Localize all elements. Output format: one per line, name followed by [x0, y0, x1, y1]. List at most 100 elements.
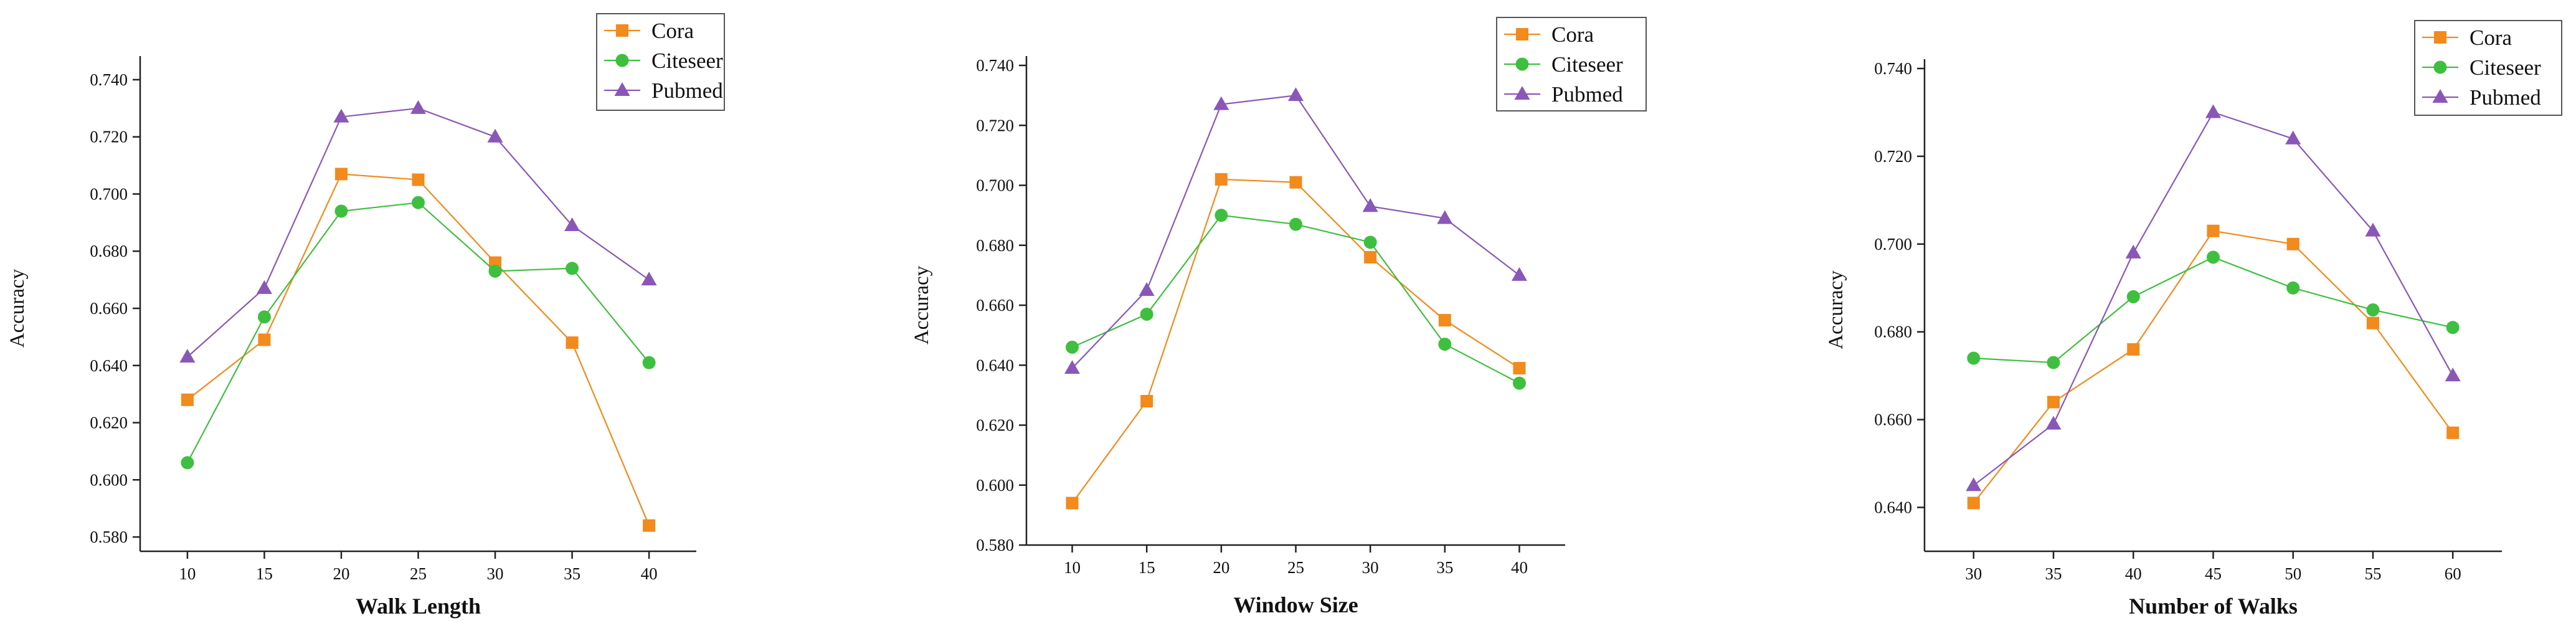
x-tick-label: 25 — [410, 564, 427, 583]
data-point-citeseer — [1967, 351, 1981, 365]
data-point-pubmed — [410, 100, 426, 114]
x-tick-label: 10 — [1064, 558, 1081, 577]
x-tick-label: 40 — [1511, 558, 1528, 577]
data-point-pubmed — [2205, 104, 2221, 118]
x-tick-label: 35 — [1436, 558, 1453, 577]
legend: Cora Citeseer Pubmed — [2414, 20, 2562, 116]
chart-panel-3: 0.640 0.660 0.680 0.700 0.720 0.740 30 35 40 45 50… — [1825, 20, 2562, 619]
data-point-cora — [1140, 395, 1153, 407]
series-line-citeseer — [1072, 214, 1520, 384]
data-point-citeseer — [2446, 321, 2460, 335]
data-point-citeseer — [642, 356, 656, 369]
legend-label-pubmed: Pubmed — [1551, 82, 1623, 107]
y-tick-label: 0.640 — [1874, 498, 1912, 517]
x-axis-title: Walk Length — [356, 594, 481, 619]
data-point-citeseer — [1363, 235, 1377, 249]
legend-label-pubmed: Pubmed — [651, 78, 723, 103]
series-line-cora — [1972, 230, 2454, 504]
data-point-citeseer — [412, 196, 425, 209]
data-point-citeseer — [488, 264, 502, 278]
data-point-cora — [643, 519, 656, 532]
series-line-pubmed — [1071, 94, 1520, 369]
series-line-citeseer — [186, 202, 650, 463]
x-axis-title: Number of Walks — [2129, 594, 2298, 619]
y-tick-label: 0.680 — [976, 236, 1014, 255]
y-tick-label: 0.700 — [1874, 235, 1912, 254]
data-point-cora — [2127, 343, 2140, 356]
x-tick-label: 10 — [179, 564, 196, 583]
legend-label-pubmed: Pubmed — [2469, 85, 2541, 110]
legend-label-cora: Cora — [651, 19, 694, 43]
data-point-cora — [1438, 314, 1451, 327]
x-tick-label: 15 — [1139, 558, 1155, 577]
data-point-citeseer — [1289, 217, 1302, 231]
series-line-pubmed — [187, 107, 650, 358]
y-tick-label: 0.740 — [90, 70, 128, 89]
y-axis-title: Accuracy — [1825, 270, 1847, 349]
y-tick-label: 0.720 — [1874, 147, 1912, 166]
x-tick-label: 15 — [256, 564, 273, 583]
x-tick-label: 60 — [2445, 564, 2461, 583]
data-point-pubmed — [333, 108, 349, 123]
chart-panel-2: 0.580 0.600 0.620 0.640 0.660 0.680 0.700 0.720… — [911, 17, 1647, 617]
data-point-cora — [1513, 362, 1526, 375]
y-tick-label: 0.620 — [90, 414, 128, 432]
data-point-cora — [2047, 396, 2060, 409]
legend-label-citeseer: Citeseer — [2469, 55, 2541, 80]
data-point-citeseer — [2207, 250, 2220, 264]
y-tick-label: 0.740 — [1874, 59, 1912, 78]
data-point-cora — [1289, 176, 1302, 189]
legend-label-citeseer: Citeseer — [651, 49, 723, 73]
data-point-pubmed — [487, 128, 503, 143]
data-point-pubmed — [2045, 415, 2062, 430]
y-tick-label: 0.660 — [90, 299, 128, 318]
legend: Cora Citeseer Pubmed — [1496, 17, 1647, 112]
x-tick-label: 20 — [333, 564, 349, 583]
legend-label-cora: Cora — [2469, 26, 2512, 50]
data-point-pubmed — [641, 272, 657, 286]
data-point-citeseer — [1512, 376, 1526, 390]
data-point-citeseer — [2047, 356, 2060, 369]
data-point-citeseer — [1140, 307, 1153, 321]
y-tick-label: 0.600 — [90, 470, 128, 489]
data-point-cora — [1364, 251, 1377, 263]
data-point-citeseer — [2366, 303, 2380, 316]
data-point-citeseer — [2286, 281, 2300, 295]
y-axis-title: Accuracy — [911, 265, 933, 344]
data-point-citeseer — [566, 262, 579, 275]
y-tick-label: 0.720 — [90, 128, 128, 146]
data-point-pubmed — [256, 280, 272, 294]
chart-panel-1: 0.580 0.600 0.620 0.640 0.660 0.680 0.700 0.720… — [6, 13, 725, 619]
legend-marker-cora — [2434, 31, 2446, 44]
data-point-pubmed — [1213, 96, 1229, 110]
series-line-citeseer — [1973, 256, 2453, 364]
data-point-citeseer — [181, 456, 194, 470]
legend: Cora Citeseer Pubmed — [596, 13, 725, 111]
legend-marker-citeseer — [2433, 60, 2447, 74]
y-tick-label: 0.640 — [90, 356, 128, 375]
data-point-pubmed — [1966, 477, 1982, 491]
y-tick-label: 0.600 — [976, 476, 1014, 495]
x-tick-label: 50 — [2285, 564, 2301, 583]
data-point-pubmed — [2285, 130, 2301, 145]
x-tick-label: 30 — [487, 564, 504, 583]
data-point-cora — [412, 173, 425, 186]
y-tick-label: 0.680 — [1874, 323, 1912, 341]
data-point-cora — [2366, 316, 2379, 330]
data-point-cora — [181, 393, 194, 406]
y-tick-label: 0.660 — [1874, 411, 1912, 429]
data-point-citeseer — [257, 310, 271, 324]
legend-marker-pubmed — [614, 82, 630, 96]
legend-label-cora: Cora — [1551, 22, 1594, 47]
series-line-pubmed — [1973, 112, 2454, 486]
y-tick-label: 0.700 — [976, 176, 1014, 195]
y-tick-label: 0.620 — [976, 416, 1014, 435]
data-point-cora — [2207, 224, 2220, 237]
x-tick-label: 40 — [2125, 564, 2142, 583]
y-axis-title: Accuracy — [6, 268, 29, 348]
data-point-cora — [2286, 237, 2299, 250]
y-tick-label: 0.640 — [976, 356, 1014, 374]
data-point-pubmed — [1362, 198, 1378, 212]
y-tick-label: 0.740 — [976, 56, 1014, 75]
legend-marker-citeseer — [615, 54, 629, 67]
